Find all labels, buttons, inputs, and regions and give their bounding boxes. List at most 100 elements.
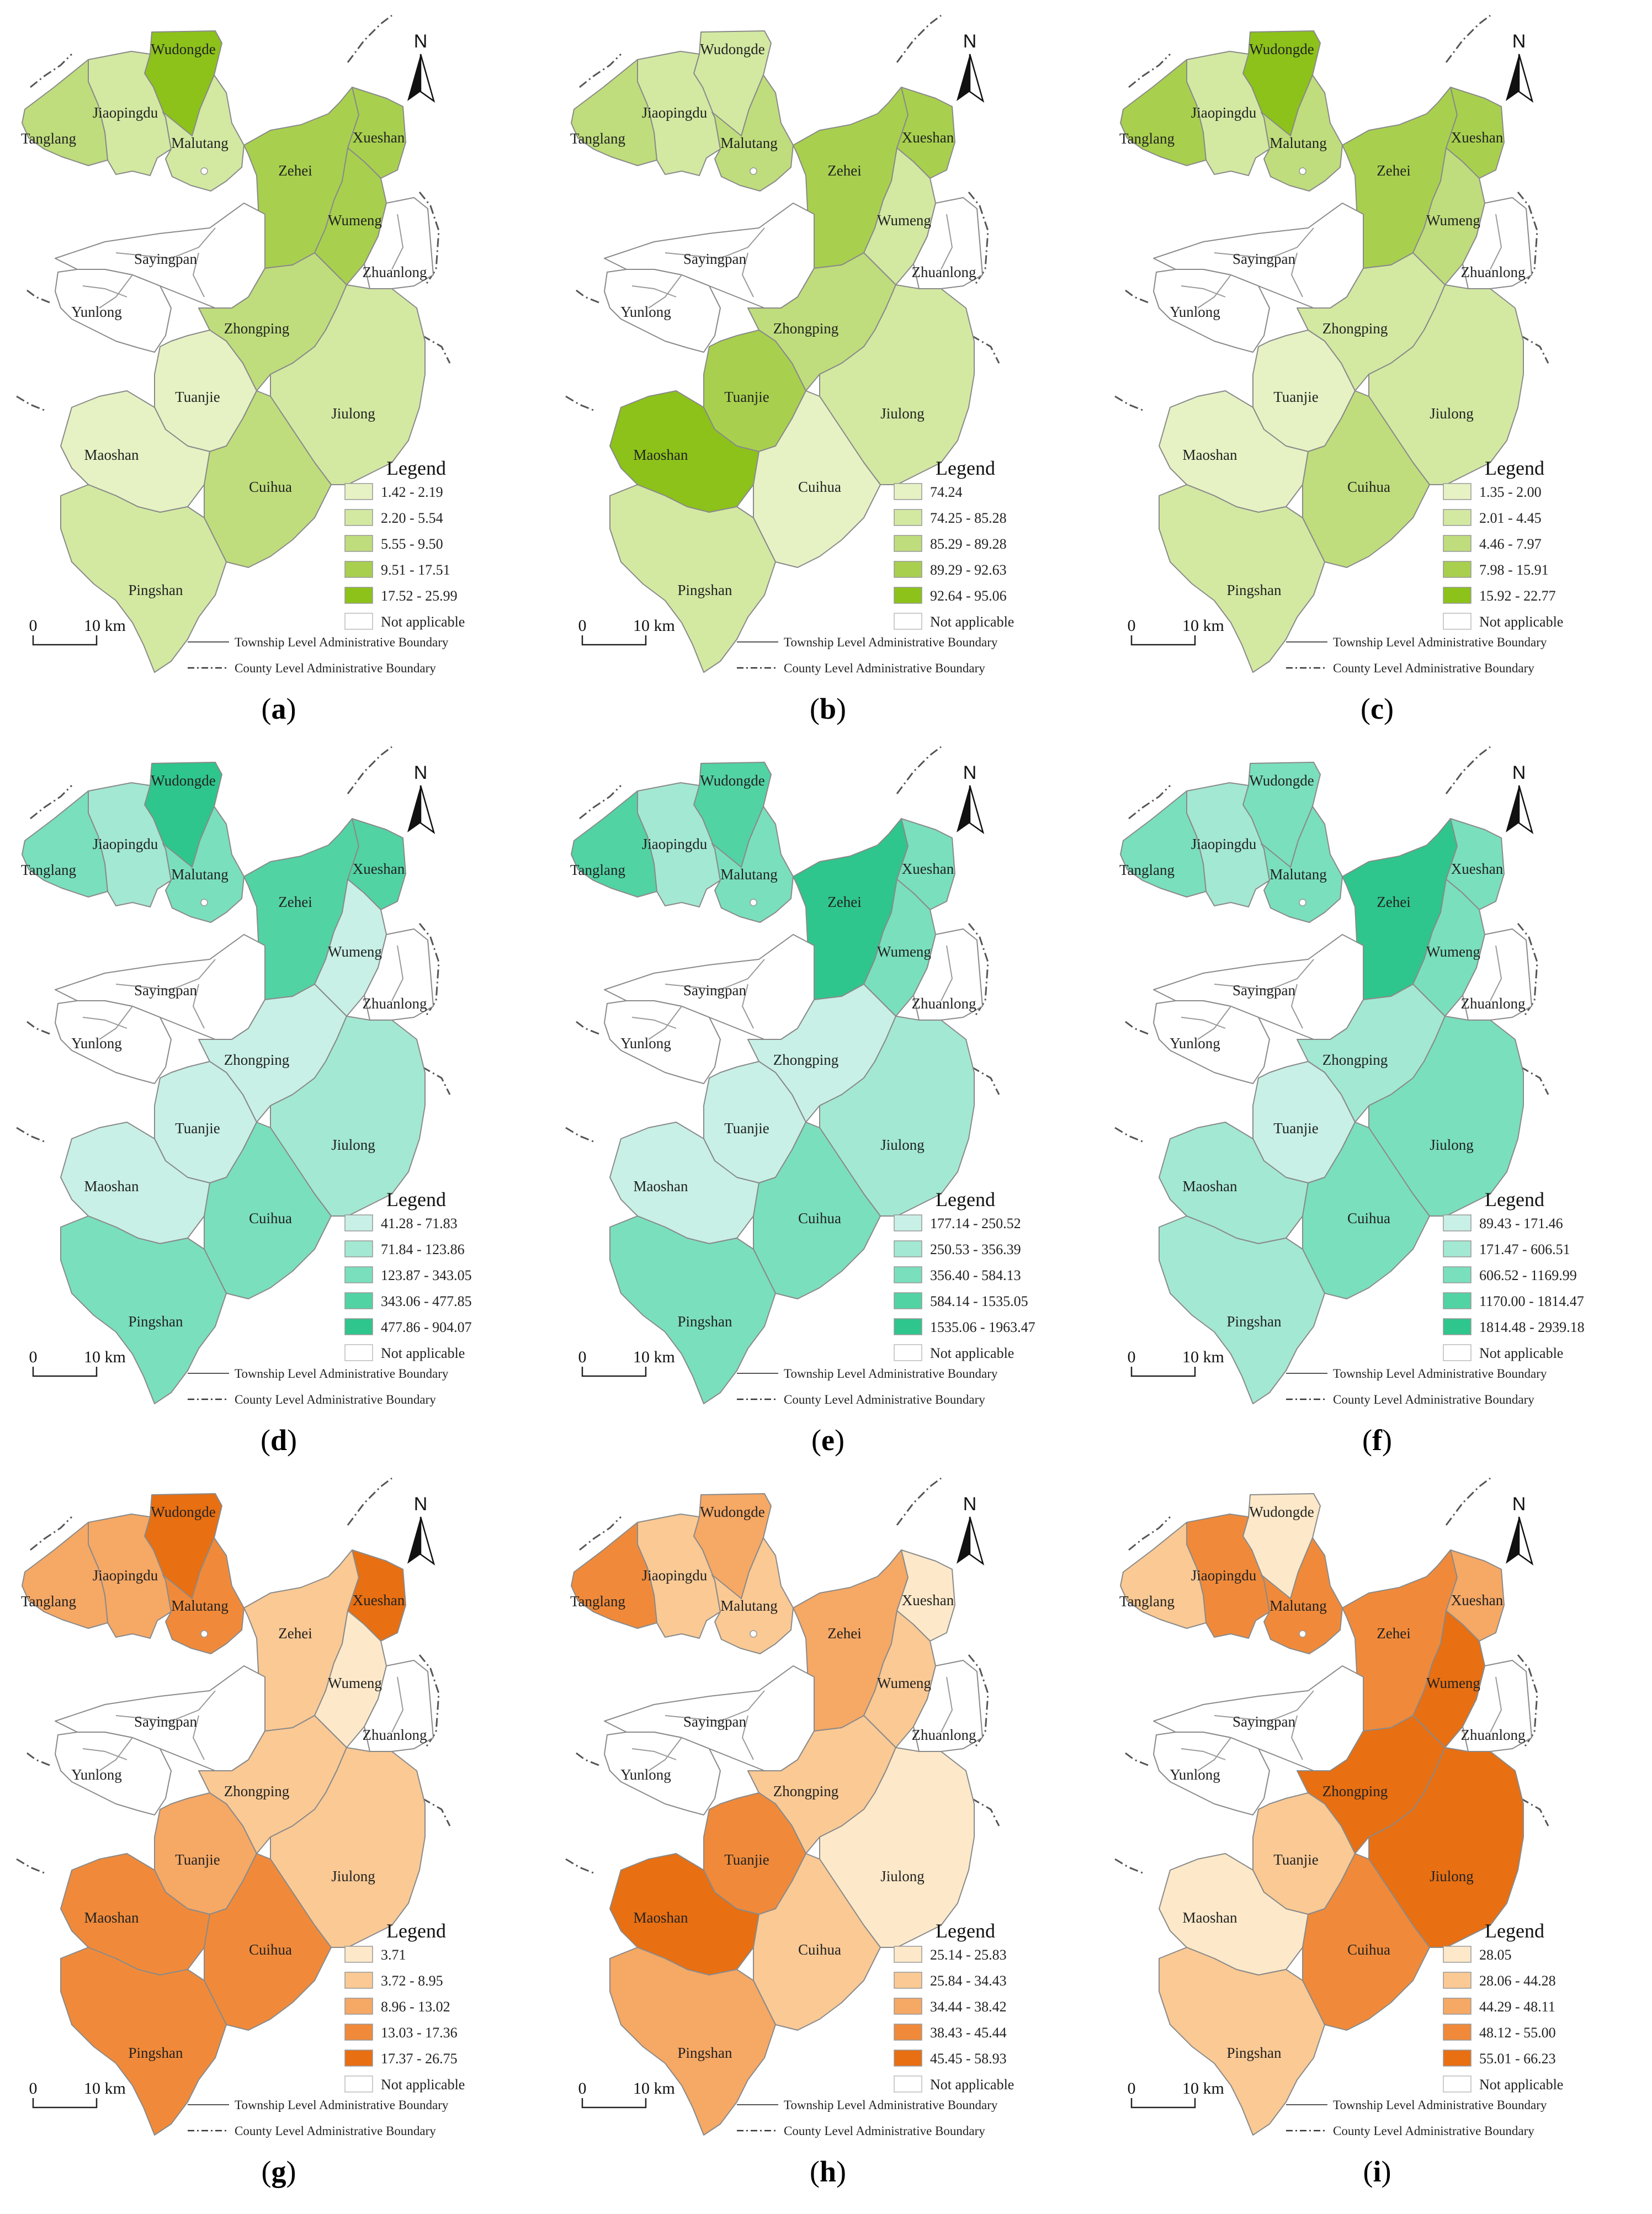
legend-label: 25.84 - 34.43 [930,1973,1007,1989]
legend-label-not-applicable: Not applicable [930,1345,1014,1361]
scale-km-label: 10 km [1182,2079,1224,2098]
legend-swatch [344,1266,373,1283]
legend-label: 3.72 - 8.95 [381,1973,443,1989]
legend-swatch [1443,1240,1472,1257]
township-label: Cuihua [1347,1941,1390,1958]
county-boundary-segment [16,395,45,411]
township-label: Zhuanlong [912,995,976,1012]
county-boundary-segment [1445,1477,1491,1526]
township-boundary-key-label: Township Level Administrative Boundary [235,2098,449,2112]
legend-swatch [344,1214,373,1231]
legend-swatch [1443,483,1472,500]
legend-label: 9.51 - 17.51 [381,562,450,578]
scale-bar [1130,1367,1196,1377]
township-malutang [711,75,794,192]
township-boundary-line [115,1690,216,1722]
township-label: Yunlong [1170,1035,1220,1052]
legend-swatch [894,483,922,500]
panel-caption-letter: d [270,1424,288,1457]
county-boundary-key-label: County Level Administrative Boundary [1333,2124,1534,2138]
township-label: Zhongping [1322,1052,1388,1068]
legend-swatch [1443,535,1472,552]
township-boundary-line [1214,1690,1314,1722]
township-boundary-line [99,1737,133,1771]
legend-label: 48.12 - 55.00 [1479,2025,1556,2041]
panel-caption: (f) [1362,1424,1392,1457]
legend-title: Legend [1485,457,1544,479]
north-arrow-icon [1506,785,1534,835]
map-svg-f: Wudongde Jiaopingdu Tanglang Malutang Zehei X… [1114,746,1585,1406]
legend-label-not-applicable: Not applicable [381,2077,465,2093]
township-label: Maoshan [634,1909,688,1926]
township-xueshan [347,818,406,910]
legend-swatch [1443,587,1472,604]
scale-km-label: 10 km [1182,1348,1224,1366]
panel-caption-letter: i [1373,2155,1382,2188]
legend-label: 5.55 - 9.50 [381,536,443,552]
county-boundary-segment [1123,288,1149,304]
legend-title: Legend [936,457,995,479]
township-label: Jiulong [1430,405,1474,422]
township-zhuanlong [1462,928,1532,1021]
legend-label: 1.42 - 2.19 [381,484,443,500]
township-label: Maoshan [1183,1909,1237,1926]
legend-swatch [344,1998,373,2015]
township-label: Wumeng [328,943,382,960]
township-label: Wudongde [151,1504,215,1520]
legend-swatch [344,535,373,552]
township-label: Tanglang [1119,130,1175,147]
legend-label: 15.92 - 22.77 [1479,588,1556,604]
township-label: Zehei [278,894,312,910]
township-label: Tuanjie [1273,1120,1319,1137]
legend-label-not-applicable: Not applicable [930,2077,1014,2093]
township-boundary-line [741,1715,754,1760]
scale-km-label: 10 km [84,2079,126,2098]
township-malutang [162,75,245,192]
county-boundary-key-label: County Level Administrative Boundary [1333,661,1534,675]
township-malutang [1261,75,1343,192]
county-boundary-segment [1114,395,1143,411]
county-boundary-segment [1123,1019,1149,1035]
township-pingshan [1159,484,1325,673]
township-malutang [162,806,245,923]
township-jiulong [1368,1016,1524,1217]
township-boundary-line [1290,1715,1303,1760]
legend-swatch [894,509,922,526]
legend-swatch [344,2050,373,2067]
scale-bar [32,2098,98,2109]
township-label: Cuihua [1347,479,1390,495]
township-label: Zhuanlong [1461,264,1526,280]
north-label: N [414,31,428,52]
map-svg-b: Wudongde Jiaopingdu Tanglang Malutang Zehei X… [565,14,1014,675]
map-panel-h: Wudongde Jiaopingdu Tanglang Malutang Zehei X… [555,1473,1101,2201]
legend-title: Legend [386,457,446,479]
legend-label: 41.28 - 71.83 [381,1215,458,1231]
township-boundary-line [1197,1737,1231,1771]
county-boundary-segment [565,1858,594,1874]
township-label: Maoshan [634,447,688,463]
enclave-marker [200,1630,208,1638]
township-label: Sayingpan [1233,982,1295,999]
legend-label: 250.53 - 356.39 [930,1241,1021,1257]
township-xueshan [1446,818,1505,910]
map-svg-h: Wudongde Jiaopingdu Tanglang Malutang Zehei X… [565,1477,1014,2138]
county-boundary-segment [896,746,942,794]
scale-zero-label: 0 [578,2079,587,2098]
township-label: Yunlong [620,304,671,320]
township-boundary-line [941,945,953,1001]
legend-swatch [894,1946,922,1963]
county-boundary-segment [1114,1858,1143,1874]
township-label: Xueshan [1451,129,1504,146]
legend-label: 28.06 - 44.28 [1479,1973,1556,1989]
legend-swatch [344,509,373,526]
legend-label: 2.20 - 5.54 [381,510,443,526]
township-boundary-line [648,1006,682,1040]
township-boundary-line [665,1690,765,1722]
map-panel-d: Wudongde Jiaopingdu Tanglang Malutang Zehei X… [6,741,552,1470]
township-label: Zehei [278,162,312,179]
township-label: Maoshan [634,1178,688,1194]
county-boundary-segment [565,395,594,411]
scale-zero-label: 0 [1128,1348,1136,1366]
legend-swatch [1443,1972,1472,1989]
legend-label-not-applicable: Not applicable [1479,1345,1563,1361]
